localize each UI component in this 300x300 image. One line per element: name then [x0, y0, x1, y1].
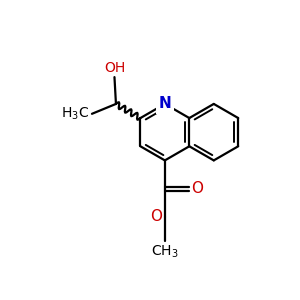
Text: N: N: [158, 96, 171, 111]
Text: O: O: [191, 181, 203, 196]
Text: H$_3$C: H$_3$C: [61, 106, 90, 122]
Text: O: O: [150, 209, 162, 224]
Text: OH: OH: [104, 61, 125, 75]
Text: CH$_3$: CH$_3$: [151, 243, 179, 260]
